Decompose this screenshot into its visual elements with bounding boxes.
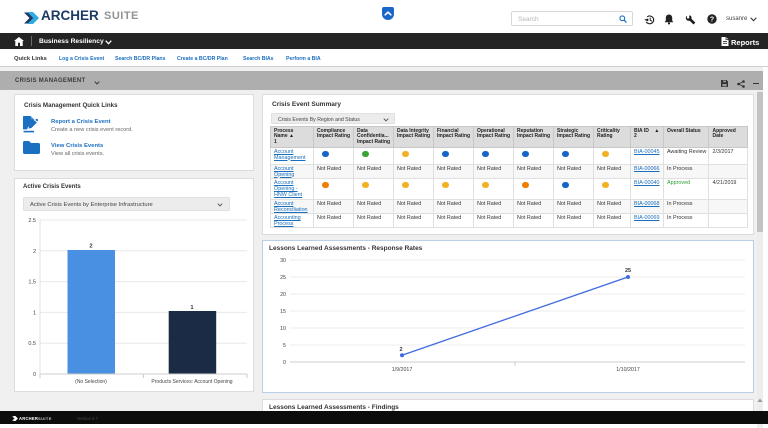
svg-text:2.5: 2.5 xyxy=(28,218,36,224)
svg-text:25: 25 xyxy=(280,275,286,281)
svg-text:25: 25 xyxy=(625,268,631,274)
svg-text:0.5: 0.5 xyxy=(28,341,36,347)
svg-text:(No Selection): (No Selection) xyxy=(75,379,107,385)
svg-text:1: 1 xyxy=(33,310,36,316)
svg-text:15: 15 xyxy=(280,309,286,315)
svg-text:0: 0 xyxy=(283,360,286,366)
svg-text:Products Services: Account Ope: Products Services: Account Opening xyxy=(151,379,232,385)
svg-text:10: 10 xyxy=(280,326,286,332)
svg-text:30: 30 xyxy=(280,258,286,264)
svg-text:2: 2 xyxy=(399,347,402,353)
svg-text:1/9/2017: 1/9/2017 xyxy=(392,367,413,373)
svg-text:0: 0 xyxy=(33,372,36,378)
svg-text:2: 2 xyxy=(89,244,92,250)
svg-text:1.5: 1.5 xyxy=(28,280,36,286)
svg-text:?: ? xyxy=(710,16,714,23)
svg-text:20: 20 xyxy=(280,292,286,298)
svg-text:1/10/2017: 1/10/2017 xyxy=(616,367,640,373)
svg-text:1: 1 xyxy=(190,305,194,311)
svg-text:5: 5 xyxy=(283,343,286,349)
svg-text:2: 2 xyxy=(33,249,36,255)
